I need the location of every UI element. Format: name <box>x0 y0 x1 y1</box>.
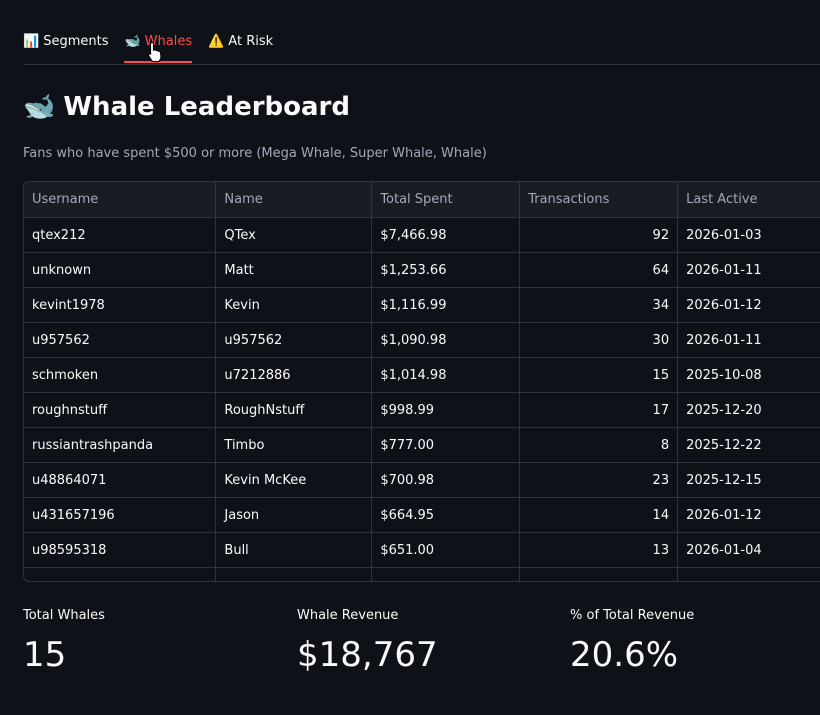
table-cell: unknown <box>24 252 217 288</box>
table-cell: $1,253.66 <box>371 252 521 288</box>
table-cell: u957562 <box>24 322 217 358</box>
table-row[interactable]: roughnstuff RoughNstuff $998.99 17 2025-12-2… <box>24 392 820 428</box>
bar-chart-icon: 📊 <box>23 34 40 49</box>
table-cell: russiantrashpanda <box>24 427 217 463</box>
table-cell: $1,014.98 <box>371 357 521 393</box>
tab-bar: 📊 Segments 🐋 Whales ⚠️ At Risk <box>23 28 820 65</box>
table-cell: QTex <box>215 217 373 253</box>
column-header-name[interactable]: Name <box>215 182 373 218</box>
table-cell: roughnstuff <box>24 392 217 428</box>
column-header-username[interactable]: Username <box>24 182 217 218</box>
table-cell: 2026-01-04 <box>677 532 820 568</box>
table-row[interactable] <box>24 567 820 581</box>
table-cell <box>24 567 217 581</box>
table-cell: 14 <box>519 497 679 533</box>
whale-icon: 🐋 <box>124 34 141 49</box>
page-title: 🐋 Whale Leaderboard <box>23 92 350 122</box>
tab-label: Segments <box>43 34 109 49</box>
table-cell: $777.00 <box>371 427 521 463</box>
table-cell: RoughNstuff <box>215 392 373 428</box>
table-cell: u48864071 <box>24 462 217 498</box>
table-cell <box>677 567 820 581</box>
table-cell: 2025-10-08 <box>677 357 820 393</box>
tab-label: Whales <box>144 34 193 49</box>
table-cell: qtex212 <box>24 217 217 253</box>
table-cell: 2026-01-12 <box>677 287 820 323</box>
table-cell: 8 <box>519 427 679 463</box>
table-row[interactable]: kevint1978 Kevin $1,116.99 34 2026-01-12 <box>24 287 820 323</box>
table-row[interactable]: russiantrashpanda Timbo $777.00 8 2025-12-22 <box>24 427 820 463</box>
metric-label: Total Whales <box>23 608 105 623</box>
table-cell: Timbo <box>215 427 373 463</box>
table-cell: 15 <box>519 357 679 393</box>
metric-total-whales: Total Whales 15 <box>23 608 105 675</box>
table-cell: Bull <box>215 532 373 568</box>
table-cell <box>519 567 679 581</box>
page-title-text: Whale Leaderboard <box>63 92 350 122</box>
table-cell: kevint1978 <box>24 287 217 323</box>
column-header-transactions[interactable]: Transactions <box>519 182 679 218</box>
tab-segments[interactable]: 📊 Segments <box>23 28 108 63</box>
column-header-last-active[interactable]: Last Active <box>677 182 820 218</box>
table-cell: 92 <box>519 217 679 253</box>
table-row[interactable]: u431657196 Jason $664.95 14 2026-01-12 <box>24 497 820 533</box>
table-cell: 2025-12-15 <box>677 462 820 498</box>
table-row[interactable]: qtex212 QTex $7,466.98 92 2026-01-03 <box>24 217 820 253</box>
table-row[interactable]: u98595318 Bull $651.00 13 2026-01-04 <box>24 532 820 568</box>
table-cell: schmoken <box>24 357 217 393</box>
table-cell: 2026-01-12 <box>677 497 820 533</box>
table-cell: $700.98 <box>371 462 521 498</box>
table-cell: 2026-01-03 <box>677 217 820 253</box>
metric-label: % of Total Revenue <box>570 608 695 623</box>
table-cell: $651.00 <box>371 532 521 568</box>
metric-percent-total-revenue: % of Total Revenue 20.6% <box>570 608 694 675</box>
table-cell: 17 <box>519 392 679 428</box>
column-header-total-spent[interactable]: Total Spent <box>371 182 521 218</box>
table-cell: 2025-12-22 <box>677 427 820 463</box>
metric-whale-revenue: Whale Revenue $18,767 <box>297 608 438 675</box>
metric-value: 15 <box>23 635 67 675</box>
table-cell: $1,090.98 <box>371 322 521 358</box>
warning-icon: ⚠️ <box>208 34 225 49</box>
metric-label: Whale Revenue <box>297 608 399 623</box>
table-row[interactable]: u48864071 Kevin McKee $700.98 23 2025-12-15 <box>24 462 820 498</box>
whale-leaderboard-table[interactable]: Username Name Total Spent Transactions L… <box>23 181 820 582</box>
table-cell: u98595318 <box>24 532 217 568</box>
table-header-row: Username Name Total Spent Transactions L… <box>24 182 820 218</box>
table-cell: 2026-01-11 <box>677 322 820 358</box>
table-cell: u431657196 <box>24 497 217 533</box>
table-cell: Kevin <box>215 287 373 323</box>
table-cell: u957562 <box>215 322 373 358</box>
table-cell: 23 <box>519 462 679 498</box>
table-cell: 13 <box>519 532 679 568</box>
table-cell: $664.95 <box>371 497 521 533</box>
table-cell: $7,466.98 <box>371 217 521 253</box>
page-subtitle: Fans who have spent $500 or more (Mega W… <box>23 146 487 161</box>
table-cell: Kevin McKee <box>215 462 373 498</box>
table-row[interactable]: unknown Matt $1,253.66 64 2026-01-11 <box>24 252 820 288</box>
tab-at-risk[interactable]: ⚠️ At Risk <box>208 28 273 63</box>
table-cell: $998.99 <box>371 392 521 428</box>
metric-value: $18,767 <box>297 635 438 675</box>
metric-value: 20.6% <box>570 635 679 675</box>
table-cell: 34 <box>519 287 679 323</box>
tab-label: At Risk <box>228 34 274 49</box>
table-cell: Matt <box>215 252 373 288</box>
table-cell: $1,116.99 <box>371 287 521 323</box>
table-cell <box>371 567 521 581</box>
table-cell: 30 <box>519 322 679 358</box>
table-cell: Jason <box>215 497 373 533</box>
hand-cursor-icon <box>148 41 162 63</box>
table-row[interactable]: u957562 u957562 $1,090.98 30 2026-01-11 <box>24 322 820 358</box>
table-cell <box>215 567 373 581</box>
table-row[interactable]: schmoken u7212886 $1,014.98 15 2025-10-08 <box>24 357 820 393</box>
whale-icon: 🐋 <box>23 92 56 122</box>
table-cell: u7212886 <box>215 357 373 393</box>
table-cell: 2025-12-20 <box>677 392 820 428</box>
table-cell: 2026-01-11 <box>677 252 820 288</box>
table-cell: 64 <box>519 252 679 288</box>
